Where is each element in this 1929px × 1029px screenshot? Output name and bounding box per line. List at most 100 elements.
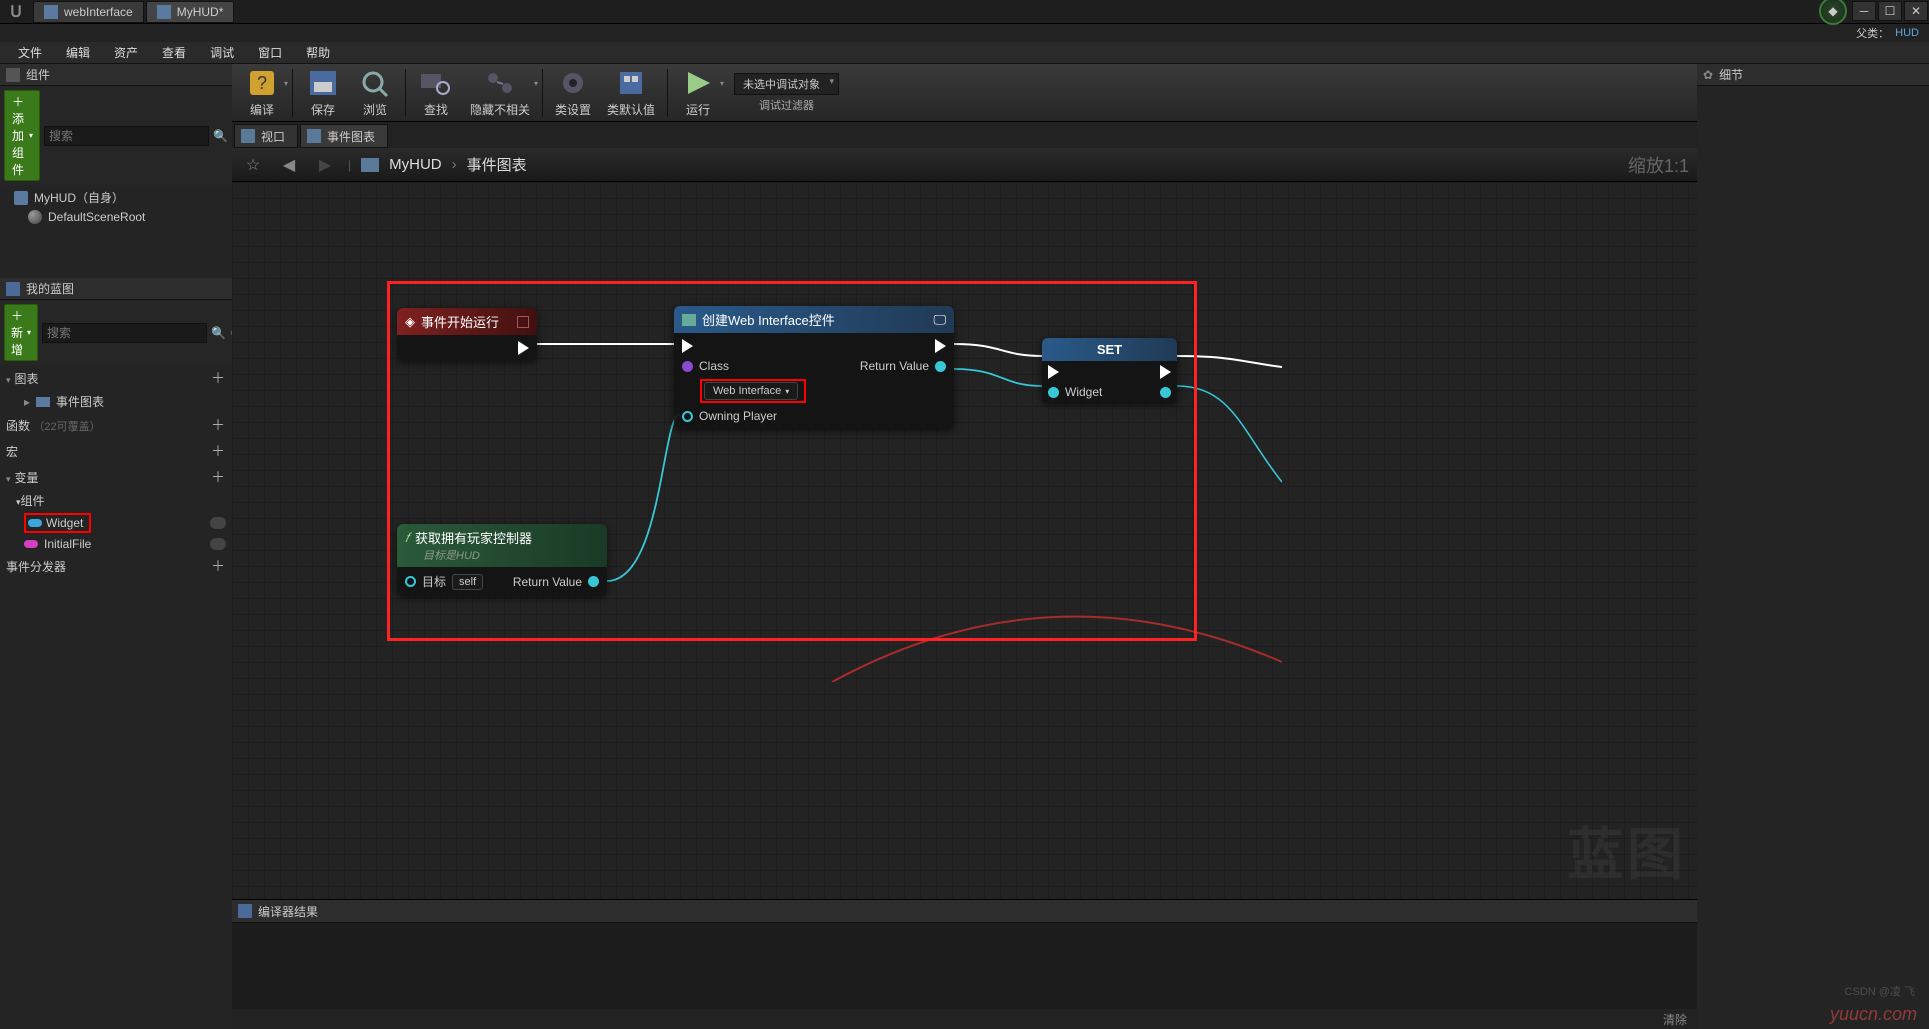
search-icon[interactable]: 🔍 [213,127,228,145]
blueprint-icon [6,282,20,296]
class-defaults-button[interactable]: 类默认值 [599,65,663,121]
menu-window[interactable]: 窗口 [248,42,292,63]
graph-icon [307,129,321,143]
find-button[interactable]: 查找 [410,65,462,121]
compile-button[interactable]: ? 编译▾ [236,65,288,121]
tab-viewport[interactable]: 视口 [234,124,298,148]
maximize-button[interactable]: ☐ [1878,1,1902,21]
title-bar: ꓴ webInterface MyHUD* ◆ ─ ☐ ✕ [0,0,1929,24]
favorite-icon[interactable]: ☆ [240,152,266,178]
section-graphs[interactable]: ▾图表 ＋ [0,365,232,391]
clear-button[interactable]: 清除 [1663,1011,1687,1028]
section-macros[interactable]: 宏 ＋ [0,438,232,464]
left-panels: 组件 ＋添加组件▾ 🔍 MyHUD（自身） DefaultSceneRoot 我… [0,64,232,1029]
add-graph-button[interactable]: ＋ [210,368,226,388]
node-title: 创建Web Interface控件 [702,310,835,329]
menu-edit[interactable]: 编辑 [56,42,100,63]
unreal-logo-icon: ꓴ [0,0,32,24]
marketplace-icon[interactable]: ◆ [1819,0,1847,25]
var-out-pin[interactable] [1160,387,1171,398]
component-label: MyHUD（自身） [34,189,124,206]
visibility-toggle-icon[interactable] [210,517,226,529]
viewport-icon [241,129,255,143]
section-dispatchers[interactable]: 事件分发器 ＋ [0,553,232,579]
exec-out-pin[interactable] [1160,365,1171,379]
myblueprint-panel-header[interactable]: 我的蓝图 [0,278,232,300]
section-label: 事件分发器 [6,558,66,575]
exec-in-pin[interactable] [682,339,693,353]
myblueprint-search-input[interactable] [42,323,207,343]
graph-canvas[interactable]: 蓝图 ◈ 事件开始运行 [232,182,1697,899]
variable-initialfile[interactable]: InitialFile [0,535,232,553]
section-variables[interactable]: ▾变量 ＋ [0,464,232,490]
component-root[interactable]: MyHUD（自身） [0,187,232,208]
minimize-button[interactable]: ─ [1852,1,1876,21]
add-component-button[interactable]: ＋添加组件▾ [4,90,40,181]
node-title: 获取拥有玩家控制器 [415,528,532,547]
node-title: SET [1097,342,1122,357]
debug-object-dropdown[interactable]: 未选中调试对象 [734,73,839,95]
node-beginplay[interactable]: ◈ 事件开始运行 [397,308,537,361]
return-pin[interactable] [588,576,599,587]
add-function-button[interactable]: ＋ [210,415,226,435]
exec-out-pin[interactable] [518,341,529,355]
self-pill[interactable]: self [452,574,483,590]
tab-eventgraph[interactable]: 事件图表 [300,124,388,148]
visibility-toggle-icon[interactable] [210,538,226,550]
node-subtitle: 目标是HUD [423,547,480,563]
add-variable-button[interactable]: ＋ [210,467,226,487]
tool-label: 隐藏不相关 [470,101,530,118]
details-panel: ✿ 细节 [1697,64,1929,1029]
doc-tab-myhud[interactable]: MyHUD* [146,1,235,23]
components-panel-header[interactable]: 组件 [0,64,232,86]
component-scene-root[interactable]: DefaultSceneRoot [0,208,232,226]
add-macro-button[interactable]: ＋ [210,441,226,461]
node-create-widget[interactable]: 创建Web Interface控件 🖵 Class Return Value [674,306,954,429]
function-icon [682,314,696,326]
menu-debug[interactable]: 调试 [200,42,244,63]
class-settings-button[interactable]: 类设置 [547,65,599,121]
compiler-header[interactable]: 编译器结果 [232,899,1697,923]
var-in-pin[interactable] [1048,387,1059,398]
nav-back-button[interactable]: ◀ [276,152,302,178]
menu-asset[interactable]: 资产 [104,42,148,63]
save-button[interactable]: 保存 [297,65,349,121]
exec-in-pin[interactable] [1048,365,1059,379]
tool-label: 类默认值 [607,101,655,118]
menu-view[interactable]: 查看 [152,42,196,63]
node-screen-icon: 🖵 [933,312,946,328]
return-pin[interactable] [935,361,946,372]
nav-forward-button[interactable]: ▶ [312,152,338,178]
details-panel-header[interactable]: ✿ 细节 [1697,64,1929,86]
breadcrumb-graph[interactable]: 事件图表 [467,154,527,175]
search-icon[interactable]: 🔍 [211,324,226,342]
class-pin[interactable] [682,361,693,372]
close-button[interactable]: ✕ [1904,1,1928,21]
class-dropdown[interactable]: Web Interface▾ [704,382,798,400]
node-get-controller[interactable]: 𝑓获取拥有玩家控制器 目标是HUD 目标self Return Value [397,524,607,596]
target-pin[interactable] [405,576,416,587]
doc-tab-webinterface[interactable]: webInterface [33,1,144,23]
menu-file[interactable]: 文件 [8,42,52,63]
add-dispatcher-button[interactable]: ＋ [210,556,226,576]
parent-class-link[interactable]: HUD [1895,27,1919,39]
add-new-button[interactable]: ＋新增▾ [4,304,38,361]
menu-help[interactable]: 帮助 [296,42,340,63]
play-button[interactable]: 运行▾ [672,65,724,121]
graph-eventgraph[interactable]: ▸事件图表 [0,391,232,412]
owning-player-pin[interactable] [682,411,693,422]
section-functions[interactable]: 函数 （22可覆盖） ＋ [0,412,232,438]
find-icon [418,67,454,99]
browse-button[interactable]: 浏览 [349,65,401,121]
var-group-components[interactable]: ▾组件 [0,490,232,511]
breadcrumb-asset[interactable]: MyHUD [389,156,442,173]
compiler-footer: 清除 [232,1009,1697,1029]
node-set[interactable]: SET Widget [1042,338,1177,403]
exec-out-pin[interactable] [935,339,946,353]
window-controls: ◆ ─ ☐ ✕ [1819,0,1929,25]
compile-icon: ? [244,67,280,99]
hide-unrelated-button[interactable]: 隐藏不相关▾ [462,65,538,121]
add-component-label: ＋添加组件 [11,93,25,178]
components-search-input[interactable] [44,126,209,146]
variable-widget[interactable]: Widget [0,511,232,535]
